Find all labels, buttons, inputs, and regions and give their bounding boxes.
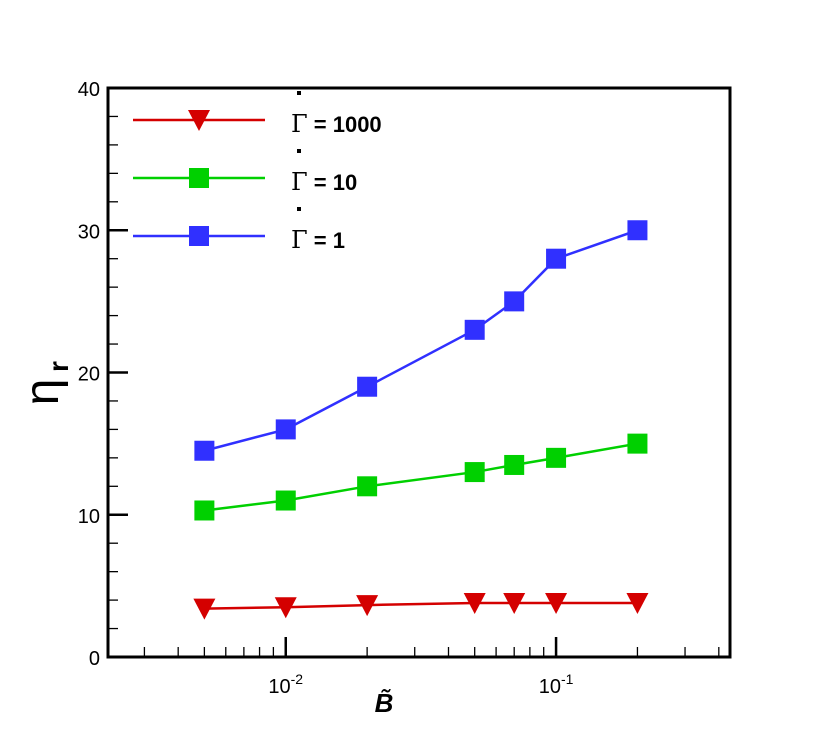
svg-text:r: r (43, 361, 74, 372)
data-point (546, 447, 567, 468)
data-point (464, 462, 485, 483)
series-layer (193, 220, 649, 620)
legend-label: Γ = 1 (291, 226, 345, 254)
x-axis-label: B̃ (375, 688, 394, 718)
y-tick-label: 0 (89, 648, 100, 670)
svg-text:η: η (16, 379, 69, 406)
data-point (275, 490, 296, 511)
data-point (194, 500, 215, 521)
data-point (627, 433, 648, 454)
legend-label: Γ = 10 (291, 168, 357, 196)
data-point (275, 419, 296, 440)
legend-marker (189, 168, 209, 188)
data-point (194, 440, 215, 461)
y-tick-label: 40 (78, 79, 100, 101)
legend-marker (189, 226, 209, 246)
legend-marker (188, 110, 210, 131)
legend-dot (297, 207, 301, 211)
data-point (504, 454, 525, 475)
y-tick-label: 20 (78, 364, 100, 386)
data-point (545, 592, 568, 614)
x-tick-label: 10-1 (539, 671, 574, 698)
data-point (356, 595, 379, 617)
data-point (626, 592, 649, 614)
legend: Γ = 1000 Γ = 10 Γ = 1 (133, 91, 382, 254)
y-tick-label: 10 (78, 506, 100, 528)
series-line (204, 229, 638, 452)
data-point (503, 592, 526, 614)
series-1 (194, 433, 648, 521)
legend-entry: Γ = 1 (133, 207, 345, 254)
series-line (204, 442, 638, 512)
data-point (193, 598, 216, 620)
data-point (546, 248, 567, 269)
y-axis-label: η r (16, 361, 74, 405)
data-point (463, 592, 486, 614)
data-point (464, 319, 485, 340)
x-tick-label: 10-2 (268, 671, 303, 698)
data-point (504, 291, 525, 312)
series-line (204, 601, 638, 610)
series-0 (193, 592, 649, 620)
legend-entry: Γ = 10 (133, 149, 357, 196)
y-tick-label: 30 (78, 221, 100, 243)
data-point (627, 220, 648, 241)
legend-dot (297, 91, 301, 95)
series-2 (194, 220, 648, 461)
legend-label: Γ = 1000 (291, 110, 382, 138)
legend-entry: Γ = 1000 (133, 91, 382, 138)
data-point (357, 376, 378, 397)
legend-dot (297, 149, 301, 153)
data-point (357, 476, 378, 497)
axes: 0 10 20 30 40 10-2 10-1 (78, 79, 732, 698)
data-point (274, 597, 297, 619)
